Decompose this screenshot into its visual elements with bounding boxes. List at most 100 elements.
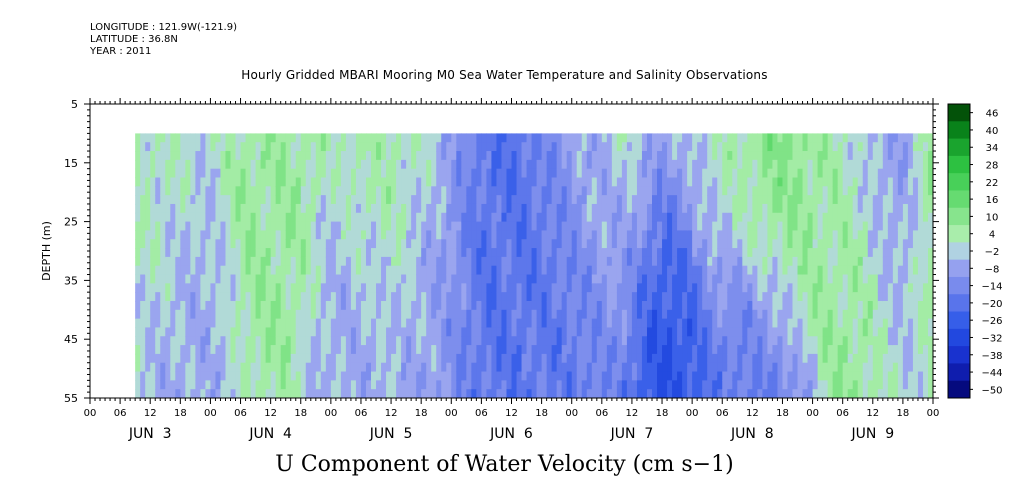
heatmap-cell xyxy=(235,283,242,293)
heatmap-cell xyxy=(350,159,357,170)
heatmap-cell xyxy=(782,195,789,205)
heatmap-cell xyxy=(150,221,156,232)
heatmap-cell xyxy=(727,292,733,302)
heatmap-cell xyxy=(300,345,307,355)
heatmap-cell xyxy=(862,142,869,152)
heatmap-cell xyxy=(190,345,196,355)
heatmap-cell xyxy=(275,177,282,187)
heatmap-cell xyxy=(536,203,543,214)
heatmap-cell xyxy=(782,212,789,223)
heatmap-cell xyxy=(230,256,237,267)
heatmap-cell xyxy=(797,345,804,355)
heatmap-cell xyxy=(496,195,503,205)
heatmap-cell xyxy=(737,203,743,214)
heatmap-cell xyxy=(350,380,357,390)
heatmap-cell xyxy=(707,283,713,293)
heatmap-cell xyxy=(732,300,738,311)
heatmap-cell xyxy=(265,221,272,232)
heatmap-cell xyxy=(657,168,663,179)
heatmap-cell xyxy=(616,336,623,346)
heatmap-cell xyxy=(365,186,372,196)
heatmap-cell xyxy=(561,389,568,398)
heatmap-cell xyxy=(586,265,593,276)
heatmap-cell xyxy=(897,230,904,240)
heatmap-cell xyxy=(606,221,613,232)
heatmap-cell xyxy=(360,230,367,240)
heatmap-cell xyxy=(371,177,377,187)
heatmap-cell xyxy=(310,142,317,152)
heatmap-cell xyxy=(496,371,503,381)
heatmap-cell xyxy=(165,371,171,381)
heatmap-cell xyxy=(355,203,362,214)
heatmap-cell xyxy=(792,362,799,373)
heatmap-cell xyxy=(867,239,874,249)
heatmap-cell xyxy=(797,142,804,152)
heatmap-cell xyxy=(727,221,733,232)
heatmap-cell xyxy=(526,274,533,284)
heatmap-cell xyxy=(882,203,889,214)
heatmap-cell xyxy=(591,142,598,152)
heatmap-cell xyxy=(205,300,212,311)
heatmap-cell xyxy=(240,203,247,214)
heatmap-cell xyxy=(285,274,292,284)
heatmap-cell xyxy=(817,159,824,170)
heatmap-cell xyxy=(692,318,698,329)
heatmap-cell xyxy=(170,195,176,205)
heatmap-cell xyxy=(737,142,743,152)
heatmap-cell xyxy=(717,380,723,390)
heatmap-cell xyxy=(531,186,538,196)
heatmap-cell xyxy=(847,389,854,398)
heatmap-cell xyxy=(586,389,593,398)
heatmap-cell xyxy=(451,195,457,205)
heatmap-cell xyxy=(672,203,678,214)
heatmap-cell xyxy=(431,256,437,267)
heatmap-cell xyxy=(335,248,342,258)
heatmap-cell xyxy=(421,318,427,329)
heatmap-cell xyxy=(591,133,598,143)
heatmap-cell xyxy=(431,159,437,170)
heatmap-cell xyxy=(501,327,508,337)
heatmap-cell xyxy=(295,292,302,302)
heatmap-cell xyxy=(722,318,728,329)
heatmap-cell xyxy=(817,221,824,232)
heatmap-cell xyxy=(777,168,784,179)
heatmap-cell xyxy=(270,212,277,223)
heatmap-cell xyxy=(235,151,242,161)
heatmap-cell xyxy=(677,212,683,223)
heatmap-cell xyxy=(441,212,447,223)
heatmap-cell xyxy=(747,327,753,337)
heatmap-cell xyxy=(285,159,292,170)
heatmap-cell xyxy=(702,327,708,337)
heatmap-cell xyxy=(150,177,156,187)
heatmap-cell xyxy=(757,151,763,161)
heatmap-cell xyxy=(767,133,774,143)
heatmap-cell xyxy=(672,212,678,223)
heatmap-cell xyxy=(571,256,578,267)
heatmap-cell xyxy=(732,203,738,214)
heatmap-cell xyxy=(436,327,442,337)
heatmap-cell xyxy=(365,389,372,398)
heatmap-cell xyxy=(787,256,794,267)
heatmap-cell xyxy=(797,151,804,161)
heatmap-cell xyxy=(376,151,382,161)
heatmap-cell xyxy=(742,239,748,249)
heatmap-cell xyxy=(391,177,397,187)
heatmap-cell xyxy=(355,265,362,276)
heatmap-cell xyxy=(190,389,196,398)
heatmap-cell xyxy=(185,300,191,311)
heatmap-cell xyxy=(827,336,834,346)
heatmap-cell xyxy=(345,336,352,346)
heatmap-cell xyxy=(360,353,367,364)
heatmap-cell xyxy=(787,159,794,170)
heatmap-cell xyxy=(401,353,407,364)
heatmap-cell xyxy=(707,318,713,329)
heatmap-cell xyxy=(376,265,382,276)
heatmap-cell xyxy=(235,142,242,152)
heatmap-cell xyxy=(772,309,779,320)
heatmap-cell xyxy=(195,309,201,320)
heatmap-cell xyxy=(566,327,573,337)
heatmap-cell xyxy=(295,300,302,311)
heatmap-cell xyxy=(295,256,302,267)
heatmap-cell xyxy=(802,327,809,337)
heatmap-cell xyxy=(707,203,713,214)
